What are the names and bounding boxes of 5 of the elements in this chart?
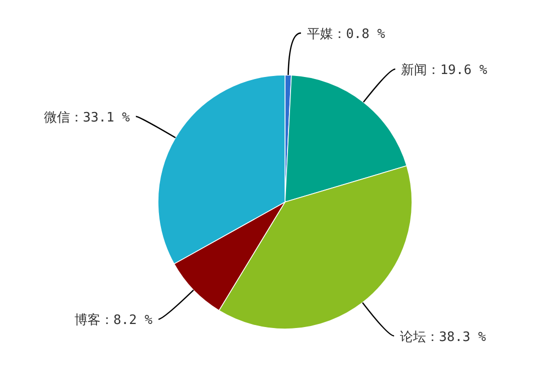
slice-label: 博客：8.2 % — [74, 312, 153, 328]
slice-label: 平媒：0.8 % — [306, 27, 386, 42]
slice-label: 论坛：38.3 % — [400, 330, 486, 345]
slice-label: 微信：33.1 % — [44, 110, 130, 126]
slice-label: 新闻：19.6 % — [401, 63, 488, 78]
